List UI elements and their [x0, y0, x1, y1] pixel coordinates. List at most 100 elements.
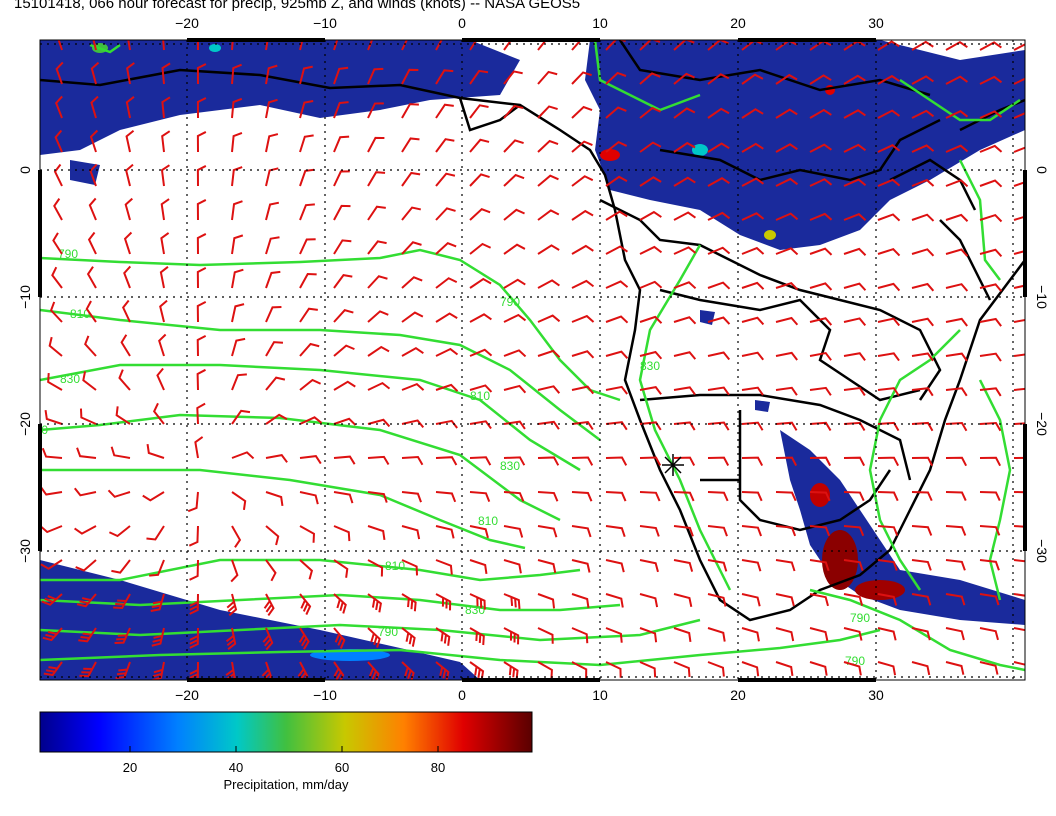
- wind-barb: [945, 283, 969, 292]
- wind-barb: [265, 270, 281, 289]
- wind-barb: [877, 456, 900, 467]
- wind-barb: [945, 248, 969, 257]
- wind-barb: [503, 420, 526, 430]
- wind-barb: [333, 344, 355, 357]
- wind-barb: [741, 177, 765, 187]
- wind-barb: [1013, 491, 1025, 501]
- wind-barb: [707, 211, 731, 221]
- wind-barb: [196, 368, 206, 391]
- lon-tick-label: −10: [313, 687, 337, 703]
- wind-barb: [537, 661, 553, 679]
- wind-barb: [367, 627, 381, 648]
- wind-barb: [401, 382, 425, 391]
- wind-barb: [639, 40, 661, 51]
- contour-labels: 790 810 830 850 830 810 790 810 830 790 …: [40, 247, 870, 668]
- wind-barb: [877, 247, 901, 257]
- wind-barb: [367, 171, 386, 187]
- wind-barb: [979, 317, 1002, 327]
- wind-barb: [843, 213, 867, 221]
- wind-barb: [152, 402, 165, 425]
- wind-barb: [707, 627, 726, 642]
- wind-barb: [367, 345, 390, 357]
- wind-barb: [945, 491, 967, 502]
- wind-barb: [843, 421, 866, 432]
- wind-barb: [160, 164, 170, 187]
- wind-barb: [571, 525, 592, 538]
- wind-barb: [299, 272, 317, 289]
- wind-barb: [367, 559, 384, 577]
- lon-tick-label: 30: [868, 687, 884, 703]
- wind-barb: [262, 627, 274, 651]
- wind-barb: [843, 661, 862, 676]
- wind-barb: [707, 316, 731, 325]
- wind-barb: [877, 559, 898, 571]
- wind-barb: [265, 559, 277, 582]
- wind-barb: [121, 299, 131, 323]
- wind-barb: [189, 661, 199, 680]
- wind-barb: [537, 627, 554, 644]
- wind-barb: [843, 317, 867, 326]
- wind-barb: [150, 593, 165, 612]
- wind-barb: [503, 243, 526, 255]
- wind-barb: [47, 372, 63, 391]
- wind-barb: [537, 525, 558, 538]
- wind-barb: [367, 418, 391, 428]
- wind-barb: [158, 333, 167, 357]
- wind-barb: [1013, 456, 1025, 467]
- wind-barb: [469, 173, 490, 187]
- wind-barb: [265, 341, 284, 357]
- wind-barb: [741, 316, 765, 326]
- wind-barb: [231, 97, 243, 119]
- wind-barb: [265, 525, 280, 546]
- wind-barb: [673, 72, 695, 85]
- wind-barb: [189, 627, 199, 649]
- wind-barb: [979, 559, 1000, 571]
- wind-barb: [911, 144, 935, 153]
- wind-barb: [945, 75, 969, 85]
- wind-barb: [877, 40, 900, 51]
- wind-barb: [76, 447, 97, 459]
- wind-barb: [48, 336, 63, 357]
- wind-barb: [707, 386, 730, 396]
- wind-barb: [911, 248, 935, 257]
- wind-barb: [265, 201, 280, 221]
- lon-tick-label: 0: [458, 15, 466, 31]
- wind-barb: [196, 267, 207, 289]
- wind-barb: [299, 168, 315, 187]
- wind-barb: [707, 559, 728, 572]
- wind-barb: [605, 106, 627, 119]
- wind-barb: [877, 491, 899, 502]
- wind-barb: [43, 661, 63, 677]
- wind-barb: [333, 135, 350, 153]
- wind-barb: [85, 300, 97, 323]
- wind-barb: [469, 242, 492, 255]
- contour-label: 830: [465, 603, 485, 617]
- wind-barb: [401, 241, 422, 255]
- wind-barb: [503, 139, 524, 153]
- wind-barb: [877, 109, 901, 119]
- wind-barb: [945, 456, 968, 467]
- wind-barb: [571, 559, 591, 573]
- contour-label: 810: [470, 389, 490, 403]
- lon-tick-label: −20: [175, 15, 199, 31]
- wind-barb: [877, 74, 900, 85]
- wind-barb: [53, 198, 63, 221]
- wind-barb: [88, 197, 97, 221]
- lon-ticks-bottom: −20 −10 0 10 20 30: [175, 687, 884, 703]
- wind-barb: [605, 280, 629, 289]
- wind-barb: [435, 242, 457, 255]
- wind-barb: [911, 387, 934, 397]
- contour-label: 810: [478, 514, 498, 528]
- wind-barb: [90, 95, 99, 119]
- wind-barb: [230, 559, 239, 583]
- wind-barb: [333, 309, 354, 323]
- wind-barb: [401, 68, 419, 85]
- wind-barb: [537, 174, 559, 187]
- wind-barb: [49, 301, 63, 323]
- wind-barb: [707, 351, 731, 361]
- wind-barb: [673, 661, 691, 678]
- wind-barb: [605, 350, 629, 359]
- wind-barb: [196, 63, 207, 85]
- colorbar-tick-label: 60: [335, 760, 349, 775]
